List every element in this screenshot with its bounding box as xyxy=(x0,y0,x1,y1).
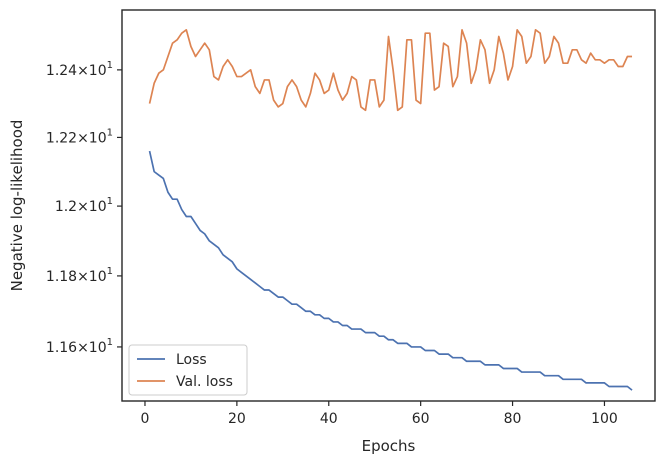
legend: Loss Val. loss xyxy=(128,344,248,396)
plot-area-frame xyxy=(121,9,656,402)
y-tick-label-exponent: 1 xyxy=(107,127,113,138)
y-tick-label-base: 1.16×10 xyxy=(46,340,107,356)
y-tick-label-base: 1.2×10 xyxy=(55,199,107,215)
x-axis-ticks: 0 20 40 60 80 100 xyxy=(141,401,618,427)
series-line-val-loss xyxy=(148,29,633,112)
y-tick-label-base: 1.22×10 xyxy=(46,130,107,146)
y-tick-label: 1.2×101 xyxy=(55,196,113,215)
y-axis-label: Negative log-likelihood xyxy=(8,120,26,292)
x-axis-label: Epochs xyxy=(362,437,416,455)
x-tick-label: 60 xyxy=(412,411,430,427)
y-tick-label: 1.18×101 xyxy=(46,266,113,285)
y-tick-label: 1.16×101 xyxy=(46,337,113,356)
legend-entry-label: Loss xyxy=(176,352,207,368)
y-tick-label-base: 1.24×10 xyxy=(46,63,107,79)
x-tick-label: 80 xyxy=(504,411,522,427)
x-tick-label: 0 xyxy=(141,411,150,427)
x-tick-label: 100 xyxy=(591,411,618,427)
legend-entry-label: Val. loss xyxy=(176,374,233,390)
series-layer xyxy=(148,29,633,391)
y-tick-label-exponent: 1 xyxy=(107,266,113,277)
y-tick-label-exponent: 1 xyxy=(107,196,113,207)
series-line-loss xyxy=(148,150,633,391)
y-tick-label-exponent: 1 xyxy=(107,60,113,71)
y-tick-label-exponent: 1 xyxy=(107,337,113,348)
x-tick-label: 20 xyxy=(228,411,246,427)
legend-box xyxy=(128,344,248,396)
y-tick-label-base: 1.18×10 xyxy=(46,269,107,285)
y-tick-label: 1.22×101 xyxy=(46,127,113,146)
x-tick-label: 40 xyxy=(320,411,338,427)
y-tick-label: 1.24×101 xyxy=(46,60,113,79)
